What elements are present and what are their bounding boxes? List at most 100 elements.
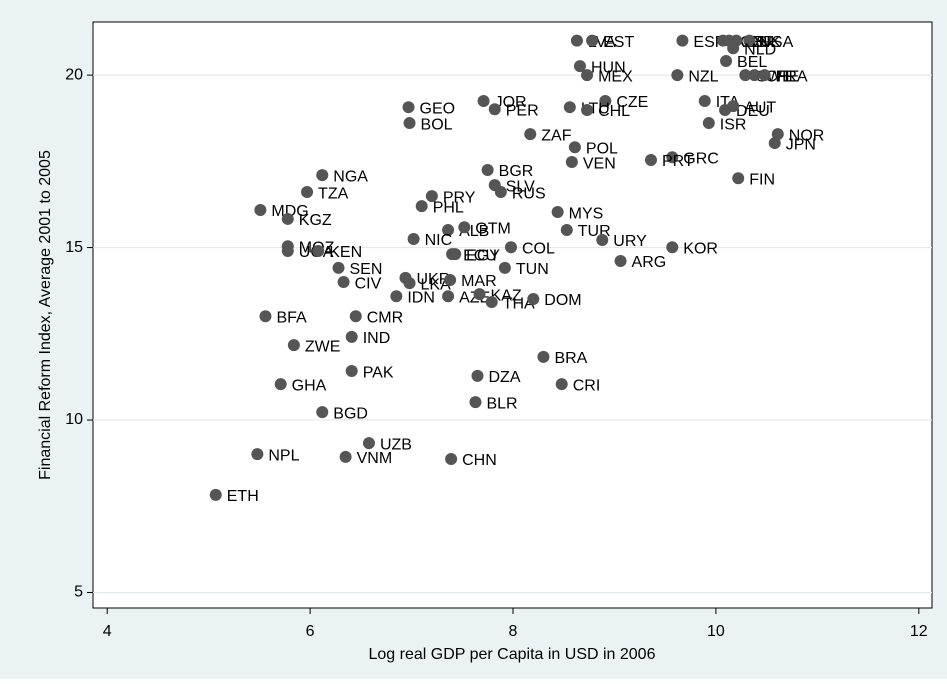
x-tick-label: 8 <box>509 623 518 640</box>
y-tick-label: 15 <box>65 239 83 256</box>
point <box>565 156 578 169</box>
point-label: SLV <box>506 178 535 195</box>
point <box>732 172 745 185</box>
point <box>666 241 679 254</box>
point <box>312 245 325 258</box>
point-label: UZB <box>380 436 412 453</box>
point-label: ZAF <box>541 127 571 144</box>
point-label: CHL <box>598 103 630 120</box>
point-label: LKA <box>421 276 452 293</box>
point <box>362 437 375 450</box>
point-label: PRY <box>443 189 476 206</box>
point-label: CZE <box>616 94 648 111</box>
point-label: BFA <box>276 309 307 326</box>
point-label: GEO <box>420 100 456 117</box>
point <box>469 396 482 409</box>
point-label: CMR <box>367 309 403 326</box>
point <box>251 448 264 461</box>
point <box>349 310 362 323</box>
point <box>758 69 771 82</box>
point-label: RUS <box>512 185 546 202</box>
point <box>403 117 416 130</box>
point <box>281 245 294 258</box>
point <box>676 34 689 47</box>
point-label: PRT <box>662 153 694 170</box>
point-label: THA <box>503 295 535 312</box>
point <box>743 34 756 47</box>
point-label: AUT <box>744 99 776 116</box>
point-label: ETH <box>227 488 259 505</box>
point <box>644 153 657 166</box>
point <box>488 103 501 116</box>
point-label: UKR <box>416 271 450 288</box>
point-label: HUN <box>591 59 626 76</box>
point-label: BOL <box>421 116 453 133</box>
point <box>403 277 416 290</box>
point <box>727 100 740 113</box>
point-label: TUN <box>516 261 549 278</box>
point <box>581 69 594 82</box>
point-label: EST <box>603 34 634 51</box>
point-label: BGD <box>333 405 368 422</box>
x-tick-label: 12 <box>910 623 928 640</box>
point-label: PAK <box>363 364 394 381</box>
point <box>485 296 498 309</box>
point-label: VNM <box>357 450 393 467</box>
point <box>209 488 222 501</box>
point-label: IND <box>363 330 391 347</box>
point-label: ARG <box>632 254 667 271</box>
point-label: EGY <box>466 247 500 264</box>
x-tick-label: 6 <box>306 623 315 640</box>
point <box>614 255 627 268</box>
point <box>345 365 358 378</box>
point-label: BEL <box>737 54 767 71</box>
point-label: MDG <box>271 203 308 220</box>
point <box>586 34 599 47</box>
point <box>537 350 550 363</box>
point <box>415 200 428 213</box>
point <box>494 186 507 199</box>
point-label: IDN <box>407 289 435 306</box>
point <box>504 241 517 254</box>
point <box>442 223 455 236</box>
point-label: PHL <box>433 199 464 216</box>
point <box>527 292 540 305</box>
x-tick-label: 10 <box>707 623 725 640</box>
point <box>339 450 352 463</box>
point-label: TZA <box>318 185 349 202</box>
point <box>666 151 679 164</box>
point-label: FIN <box>749 171 775 188</box>
point <box>254 203 267 216</box>
point-label: MAR <box>461 273 497 290</box>
point <box>739 69 752 82</box>
point-label: DEU <box>736 103 770 120</box>
point <box>570 34 583 47</box>
point-label: CRI <box>573 377 601 394</box>
x-tick-label: 4 <box>103 623 112 640</box>
point-label: VEN <box>583 155 616 172</box>
point <box>768 137 781 150</box>
point <box>551 206 564 219</box>
point <box>337 276 350 289</box>
point <box>445 452 458 465</box>
point <box>471 369 484 382</box>
point-label: NOR <box>789 127 825 144</box>
point-label: NLD <box>744 41 776 58</box>
point <box>581 103 594 116</box>
point-label: DOM <box>544 292 581 309</box>
point <box>407 232 420 245</box>
point <box>316 406 329 419</box>
point <box>563 101 576 114</box>
y-tick-label: 20 <box>65 66 83 83</box>
point-label: MEX <box>598 68 633 85</box>
point <box>560 223 573 236</box>
point <box>727 42 740 55</box>
point <box>301 186 314 199</box>
x-axis-title: Log real GDP per Capita in USD in 2006 <box>369 646 656 663</box>
point-label: KGZ <box>299 212 332 229</box>
point <box>698 94 711 107</box>
point-label: NPL <box>268 447 299 464</box>
point-label: SEN <box>350 261 383 278</box>
point <box>332 261 345 274</box>
point <box>390 290 403 303</box>
